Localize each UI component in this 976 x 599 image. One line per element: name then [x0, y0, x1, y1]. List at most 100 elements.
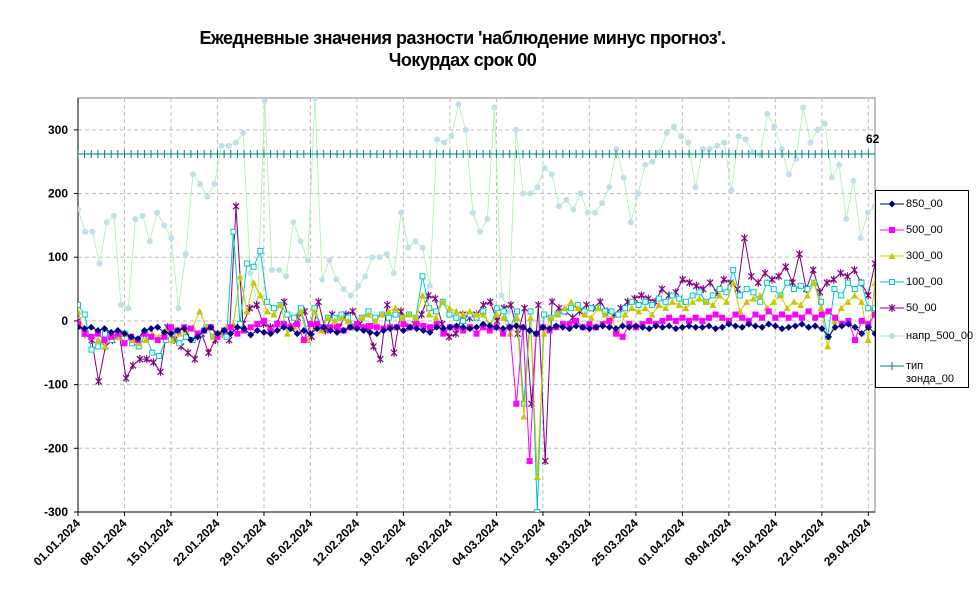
- data-point: [486, 327, 493, 334]
- data-point: [240, 130, 247, 137]
- data-point: [686, 278, 693, 287]
- data-point: [243, 307, 251, 315]
- data-point: [486, 150, 493, 159]
- data-point: [168, 235, 175, 242]
- data-point: [706, 278, 714, 287]
- data-point: [142, 336, 150, 344]
- data-point: [358, 314, 366, 321]
- data-point: [273, 326, 281, 334]
- data-point: [134, 335, 142, 343]
- data-point: [194, 333, 202, 341]
- data-point: [741, 234, 748, 243]
- data-point: [652, 150, 659, 159]
- data-point: [756, 291, 764, 299]
- data-point: [486, 322, 494, 330]
- data-point: [559, 323, 567, 331]
- data-point: [141, 150, 148, 159]
- data-point: [315, 297, 322, 306]
- data-point: [307, 321, 314, 328]
- data-point: [778, 325, 786, 333]
- data-point: [695, 295, 703, 302]
- data-point: [280, 323, 288, 331]
- data-point: [642, 161, 649, 168]
- data-point: [331, 317, 339, 324]
- data-point: [378, 311, 386, 318]
- data-point: [253, 301, 261, 309]
- data-point: [754, 278, 762, 287]
- data-point: [445, 332, 453, 341]
- data-point: [652, 322, 660, 330]
- data-point: [679, 314, 686, 321]
- data-point: [579, 150, 586, 159]
- data-point: [366, 328, 374, 336]
- data-point: [736, 292, 743, 299]
- data-point: [306, 330, 314, 338]
- data-point: [307, 150, 314, 159]
- data-point: [659, 150, 666, 159]
- data-point: [491, 104, 498, 111]
- data-point: [645, 325, 653, 333]
- data-point: [871, 259, 875, 268]
- data-point: [639, 323, 647, 331]
- data-point: [176, 340, 183, 347]
- data-point: [78, 150, 81, 159]
- data-point: [175, 305, 182, 312]
- data-point: [526, 150, 533, 159]
- annotation-label: 62: [866, 132, 880, 146]
- data-point: [702, 298, 710, 305]
- data-point: [391, 304, 399, 312]
- data-point: [666, 150, 673, 159]
- data-point: [818, 150, 825, 159]
- data-point: [825, 333, 833, 341]
- data-point: [779, 150, 786, 159]
- data-point: [254, 150, 261, 159]
- data-point: [114, 150, 121, 159]
- data-point: [845, 150, 852, 159]
- data-point: [180, 325, 188, 333]
- data-point: [527, 308, 534, 315]
- data-point: [334, 324, 341, 331]
- data-point: [469, 209, 476, 216]
- x-tick-label: 12.02.2024: [310, 516, 363, 569]
- data-point: [641, 304, 649, 312]
- data-point: [771, 322, 779, 330]
- data-point: [812, 150, 819, 159]
- data-point: [852, 337, 859, 344]
- data-point: [340, 326, 348, 334]
- data-point: [479, 301, 487, 309]
- data-point: [121, 150, 128, 159]
- data-point: [319, 276, 326, 283]
- data-point: [253, 326, 261, 334]
- x-tick-label: 08.01.2024: [77, 516, 130, 569]
- data-point: [234, 150, 241, 159]
- data-point: [805, 323, 813, 331]
- data-point: [385, 314, 392, 321]
- data-point: [114, 326, 122, 334]
- data-point: [393, 150, 400, 159]
- data-point: [189, 171, 196, 178]
- data-point: [334, 150, 341, 159]
- data-point: [559, 150, 566, 159]
- data-point: [837, 304, 845, 312]
- data-point: [376, 355, 384, 364]
- data-point: [864, 209, 871, 216]
- data-point: [752, 150, 759, 159]
- data-point: [721, 139, 728, 146]
- data-point: [592, 323, 600, 331]
- data-point: [858, 317, 865, 324]
- data-point: [533, 473, 541, 480]
- data-point: [692, 150, 699, 159]
- data-point: [533, 150, 540, 159]
- data-point: [492, 323, 500, 331]
- data-point: [413, 325, 421, 333]
- data-point: [479, 320, 487, 328]
- data-point: [82, 228, 89, 235]
- data-point: [393, 323, 401, 331]
- data-point: [240, 325, 248, 333]
- data-point: [705, 314, 712, 321]
- data-point: [696, 289, 703, 296]
- y-tick-label: 0: [61, 314, 68, 328]
- data-point: [838, 150, 845, 159]
- data-point: [108, 333, 115, 340]
- data-point: [625, 323, 633, 331]
